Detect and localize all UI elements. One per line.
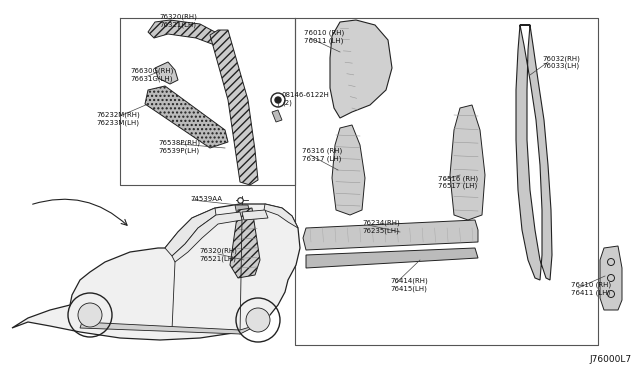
Text: 76410 (RH)
76411 (LH): 76410 (RH) 76411 (LH): [571, 282, 611, 296]
Polygon shape: [303, 220, 478, 250]
Polygon shape: [230, 208, 260, 278]
Polygon shape: [264, 204, 298, 228]
Polygon shape: [80, 322, 260, 334]
Text: 76234(RH)
76235(LH): 76234(RH) 76235(LH): [362, 220, 400, 234]
Text: 76516 (RH)
76517 (LH): 76516 (RH) 76517 (LH): [438, 175, 478, 189]
Text: 76032(RH)
76033(LH): 76032(RH) 76033(LH): [542, 55, 580, 69]
Polygon shape: [12, 204, 300, 340]
Text: 76538P(RH)
76539P(LH): 76538P(RH) 76539P(LH): [158, 140, 200, 154]
Polygon shape: [600, 246, 622, 310]
Polygon shape: [148, 20, 218, 44]
Polygon shape: [155, 62, 178, 84]
Polygon shape: [145, 86, 228, 148]
Polygon shape: [306, 248, 478, 268]
Polygon shape: [172, 212, 242, 262]
Circle shape: [78, 303, 102, 327]
Text: 76316 (RH)
76317 (LH): 76316 (RH) 76317 (LH): [302, 148, 342, 162]
Text: 76414(RH)
76415(LH): 76414(RH) 76415(LH): [390, 278, 428, 292]
Polygon shape: [272, 110, 282, 122]
Text: 76320(RH)
76521(LH): 76320(RH) 76521(LH): [199, 248, 237, 262]
Text: J76000L7: J76000L7: [590, 355, 632, 364]
Polygon shape: [165, 208, 216, 256]
Polygon shape: [330, 20, 392, 118]
Circle shape: [275, 97, 281, 103]
Polygon shape: [235, 205, 250, 215]
Text: 76232M(RH)
76233M(LH): 76232M(RH) 76233M(LH): [96, 112, 140, 126]
Polygon shape: [242, 210, 268, 220]
Text: 76010 (RH)
76011 (LH): 76010 (RH) 76011 (LH): [304, 30, 344, 44]
Text: 74539AA: 74539AA: [190, 196, 222, 202]
Text: 76630G(RH)
76631G(LH): 76630G(RH) 76631G(LH): [130, 68, 173, 82]
Text: 76320(RH)
76321(LH): 76320(RH) 76321(LH): [159, 14, 197, 28]
Text: 08146-6122H
(2): 08146-6122H (2): [282, 92, 330, 106]
Polygon shape: [332, 125, 365, 215]
Circle shape: [246, 308, 270, 332]
Polygon shape: [516, 25, 552, 280]
Polygon shape: [450, 105, 485, 220]
Polygon shape: [210, 30, 258, 185]
